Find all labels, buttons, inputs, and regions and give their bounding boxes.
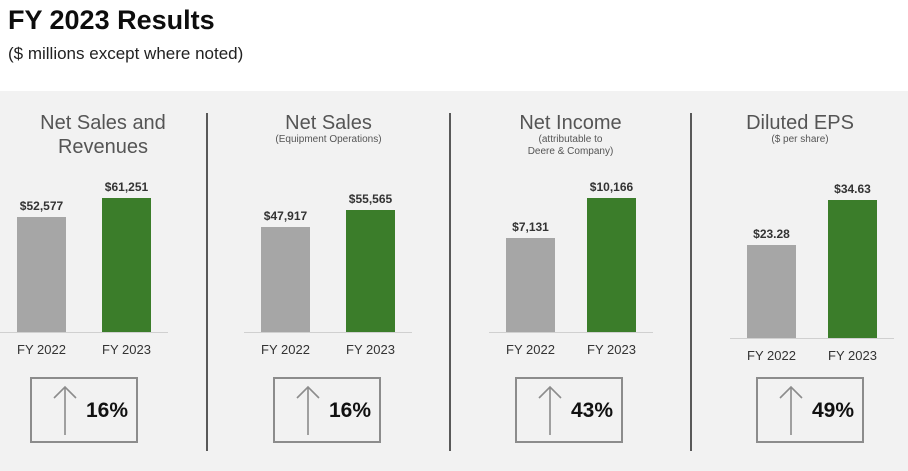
up-arrow-icon xyxy=(296,385,320,435)
bar-fy2022 xyxy=(747,245,796,338)
bar-value-label: $55,565 xyxy=(348,192,393,206)
bar-fy2023 xyxy=(587,198,636,332)
category-label: FY 2023 xyxy=(587,342,636,357)
axis-baseline xyxy=(730,338,894,339)
category-label: FY 2022 xyxy=(506,342,555,357)
bar-fy2023 xyxy=(346,210,395,332)
divider xyxy=(449,113,451,451)
bar-fy2023 xyxy=(828,200,877,338)
axis-baseline xyxy=(489,332,653,333)
category-label: FY 2022 xyxy=(261,342,310,357)
bar-fy2023 xyxy=(102,198,151,332)
chart-title: Net Income xyxy=(519,112,622,134)
chart-title: Net Sales xyxy=(285,112,372,134)
bar-value-label: $7,131 xyxy=(512,220,549,234)
category-label: FY 2023 xyxy=(102,342,151,357)
bar-fy2022 xyxy=(506,238,555,332)
chart-card: Net Income (attributable to Deere & Compa… xyxy=(451,91,690,471)
change-box: 43% xyxy=(515,377,623,443)
bar-value-label: $23.28 xyxy=(753,227,790,241)
chart-subtitle: (Equipment Operations) xyxy=(275,134,382,145)
page-subtitle: ($ millions except where noted) xyxy=(8,44,244,63)
bar-value-label: $10,166 xyxy=(589,180,634,194)
category-label: FY 2022 xyxy=(17,342,66,357)
bar-value-label: $61,251 xyxy=(104,180,149,194)
bar-value-label: $47,917 xyxy=(263,209,308,223)
change-percent: 49% xyxy=(812,399,855,422)
change-box: 16% xyxy=(273,377,381,443)
category-label: FY 2022 xyxy=(747,348,796,363)
chart-card: Diluted EPS ($ per share) $23.28 FY 2022 $34… xyxy=(692,91,908,471)
divider xyxy=(690,113,692,451)
chart-title: Diluted EPS xyxy=(746,112,854,134)
divider xyxy=(206,113,208,451)
bar-fy2022 xyxy=(17,217,66,332)
chart-subtitle: (attributable to Deere & Company) xyxy=(527,134,614,157)
change-percent: 43% xyxy=(571,399,614,422)
chart-subtitle: ($ per share) xyxy=(771,134,829,145)
category-label: FY 2023 xyxy=(346,342,395,357)
change-percent: 16% xyxy=(329,399,372,422)
bar-fy2022 xyxy=(261,227,310,332)
change-box: 49% xyxy=(756,377,864,443)
up-arrow-icon xyxy=(538,385,562,435)
chart-card: Net Sales and Revenues $52,577 FY 2022 $61,… xyxy=(0,91,206,471)
page-title: FY 2023 Results xyxy=(8,5,215,35)
bar-value-label: $34.63 xyxy=(834,182,871,196)
chart-title: Net Sales and Revenues xyxy=(40,112,166,158)
axis-baseline xyxy=(0,332,168,333)
bar-value-label: $52,577 xyxy=(19,199,64,213)
change-box: 16% xyxy=(30,377,138,443)
up-arrow-icon xyxy=(779,385,803,435)
change-percent: 16% xyxy=(86,399,129,422)
chart-card: Net Sales (Equipment Operations) $47,917 FY… xyxy=(208,91,449,471)
category-label: FY 2023 xyxy=(828,348,877,363)
axis-baseline xyxy=(244,332,412,333)
up-arrow-icon xyxy=(53,385,77,435)
